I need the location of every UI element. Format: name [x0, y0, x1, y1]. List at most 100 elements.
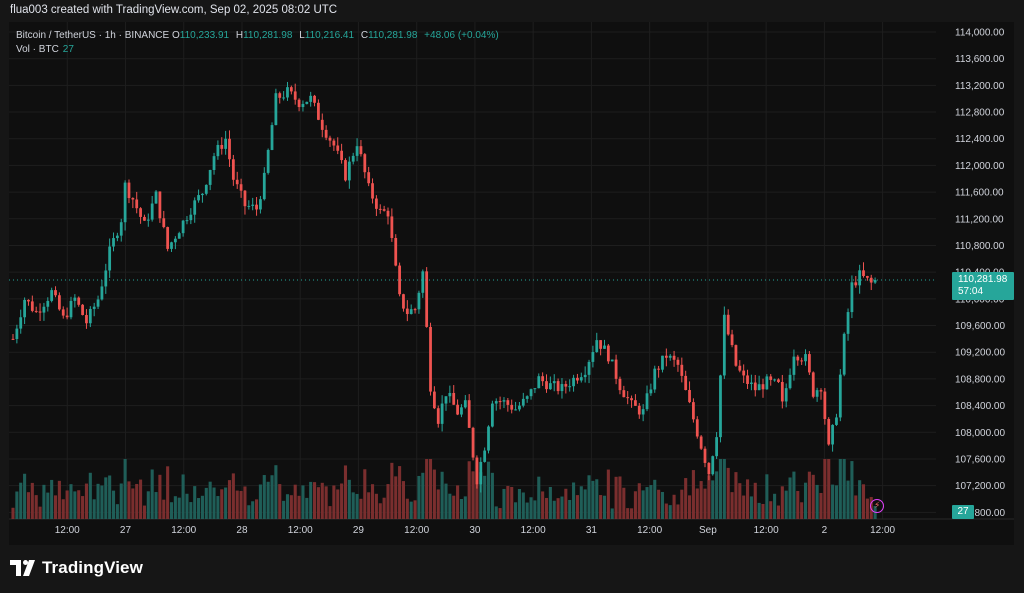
- volume-bar: [680, 489, 684, 519]
- tradingview-wordmark: TradingView: [42, 558, 143, 577]
- volume-bar: [618, 476, 622, 519]
- volume-bar: [42, 484, 46, 519]
- volume-bar: [123, 459, 127, 519]
- candle-body: [448, 392, 452, 397]
- volume-bar: [556, 498, 560, 519]
- candle-body: [637, 405, 641, 415]
- candle-body: [371, 183, 374, 199]
- volume-bar: [858, 480, 862, 519]
- volume-bar: [591, 480, 595, 519]
- candle-body: [42, 306, 46, 313]
- volume-bar: [730, 492, 734, 519]
- candle-body: [282, 97, 286, 99]
- volume-bar: [417, 475, 421, 519]
- volume-bar: [185, 493, 189, 519]
- candle-body: [730, 334, 734, 346]
- candle-body: [177, 233, 181, 239]
- volume-bar: [850, 461, 854, 519]
- price-axis-tick-label: 112,000.00: [955, 161, 1005, 172]
- volume-bar: [498, 508, 502, 519]
- time-axis-tick-label: 30: [469, 525, 481, 536]
- volume-bar: [660, 491, 665, 519]
- candle-body: [649, 389, 653, 394]
- volume-bar: [115, 504, 119, 519]
- candle-body: [726, 314, 730, 335]
- volume-bar: [676, 504, 680, 519]
- candle-body: [750, 382, 753, 384]
- legend-change: +48.06 (+0.04%): [424, 30, 499, 41]
- candle-body: [711, 456, 715, 475]
- volume-bar: [641, 490, 645, 519]
- volume-bar: [235, 490, 239, 519]
- candle-body: [603, 345, 606, 349]
- volume-bar: [274, 465, 278, 519]
- volume-bar: [193, 486, 197, 519]
- price-axis-tick-label: 108,400.00: [955, 401, 1005, 412]
- candle-body: [409, 309, 413, 315]
- legend-symbol[interactable]: Bitcoin / TetherUS · 1h · BINANCE: [16, 30, 170, 41]
- candle-body: [432, 391, 436, 409]
- candle-body: [483, 450, 487, 462]
- candle-body: [11, 338, 15, 340]
- volume-bar: [823, 459, 827, 519]
- candle-body: [289, 87, 293, 92]
- candle-body: [804, 354, 807, 362]
- candle-body: [104, 270, 108, 287]
- volume-bar: [262, 475, 266, 519]
- lightning-icon[interactable]: ⚡: [870, 499, 885, 513]
- candle-body: [189, 214, 193, 221]
- candle-body: [46, 300, 50, 307]
- volume-bar: [69, 484, 73, 519]
- volume-bar: [413, 500, 417, 519]
- volume-bar: [394, 476, 398, 519]
- candle-body: [123, 182, 127, 223]
- candle-body: [34, 310, 38, 312]
- candle-body: [413, 309, 417, 311]
- candle-body: [421, 271, 425, 293]
- volume-bar: [432, 469, 436, 519]
- candle-body: [212, 156, 216, 171]
- volume-bar: [703, 488, 707, 519]
- volume-bar: [255, 499, 259, 519]
- volume-bar: [606, 469, 610, 519]
- candle-body: [688, 390, 691, 403]
- time-axis-tick-label: 12:00: [55, 525, 80, 536]
- candle-body: [556, 381, 560, 392]
- candle-body: [278, 93, 282, 98]
- volume-bar: [162, 499, 166, 519]
- price-axis-tick-label: 107,600.00: [955, 454, 1005, 465]
- candlestick-chart[interactable]: 106,800.00 107,200.00 107,600.00 108,000.00…: [9, 22, 1014, 545]
- volume-bar: [197, 498, 201, 519]
- candle-body: [475, 457, 479, 485]
- volume-bar: [146, 491, 150, 519]
- candle-body: [444, 396, 448, 404]
- volume-bar: [73, 491, 77, 519]
- candle-body: [77, 297, 81, 305]
- volume-bar: [220, 489, 224, 519]
- candle-body: [301, 103, 305, 108]
- candle-body: [769, 376, 773, 380]
- volume-bar: [343, 465, 348, 519]
- candle-body: [456, 404, 459, 415]
- volume-bar: [575, 495, 579, 519]
- candle-body: [784, 388, 788, 402]
- volume-bar: [169, 502, 174, 519]
- candle-body: [19, 317, 23, 329]
- legend-volume-label[interactable]: Vol · BTC: [16, 44, 59, 55]
- candle-body: [545, 381, 548, 390]
- candle-body: [92, 306, 96, 309]
- tradingview-logo[interactable]: TradingView: [10, 557, 143, 579]
- volume-bar: [664, 503, 668, 519]
- candle-body: [286, 87, 289, 98]
- price-axis-tick-label: 110,800.00: [955, 241, 1005, 252]
- time-axis-tick-label: 12:00: [404, 525, 429, 536]
- volume-badge: 27: [952, 505, 974, 519]
- candle-body: [634, 400, 637, 406]
- candle-body: [514, 409, 517, 411]
- candle-body: [143, 216, 146, 221]
- volume-bar: [96, 483, 100, 519]
- candle-body: [684, 375, 688, 391]
- candle-body: [850, 282, 854, 313]
- chart-pane[interactable]: 106,800.00 107,200.00 107,600.00 108,000.00…: [9, 22, 1014, 545]
- price-axis-tick-label: 113,600.00: [955, 54, 1005, 65]
